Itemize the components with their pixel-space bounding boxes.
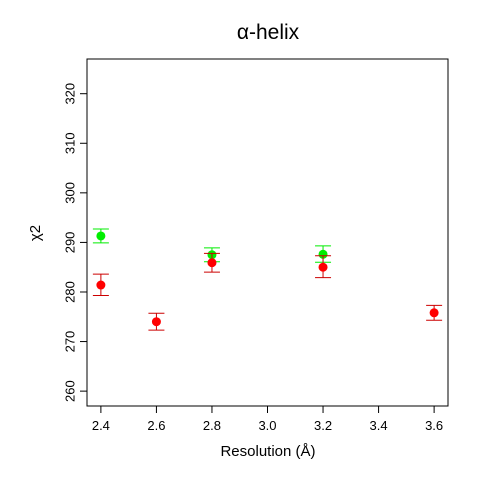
x-tick-label: 2.8 <box>203 418 221 433</box>
y-tick-label: 290 <box>62 232 77 254</box>
x-tick-label: 3.2 <box>314 418 332 433</box>
y-tick-label: 280 <box>62 281 77 303</box>
y-tick-label: 320 <box>62 83 77 105</box>
x-tick-label: 2.6 <box>147 418 165 433</box>
y-tick-label: 310 <box>62 132 77 154</box>
data-point <box>96 280 106 290</box>
data-point-group <box>92 273 109 296</box>
data-marks <box>92 228 443 331</box>
data-point-group <box>203 252 220 273</box>
x-tick-label: 3.6 <box>425 418 443 433</box>
data-point <box>429 308 439 318</box>
data-point <box>151 317 161 327</box>
data-point <box>318 262 328 272</box>
data-point-group <box>148 312 165 331</box>
data-point-group <box>92 228 109 244</box>
x-axis-label: Resolution (Å) <box>220 443 315 460</box>
y-axis: 260 270 280 290 300 310 320 <box>62 83 87 402</box>
data-point <box>207 258 217 268</box>
y-tick-label: 270 <box>62 331 77 353</box>
x-tick-label: 3.4 <box>370 418 388 433</box>
y-tick-label: 300 <box>62 182 77 204</box>
data-point <box>318 249 328 259</box>
y-tick-label: 260 <box>62 380 77 402</box>
data-point-group <box>426 304 443 321</box>
y-axis-label: χ2 <box>27 225 44 241</box>
chart-title: α-helix <box>237 21 300 44</box>
x-tick-label: 3.0 <box>258 418 276 433</box>
plot-frame <box>86 58 449 407</box>
data-point <box>96 231 106 241</box>
x-tick-label: 2.4 <box>92 418 110 433</box>
data-point-group <box>315 255 332 279</box>
x-axis: 2.4 2.6 2.8 3.0 3.2 3.4 3.6 <box>92 406 443 433</box>
